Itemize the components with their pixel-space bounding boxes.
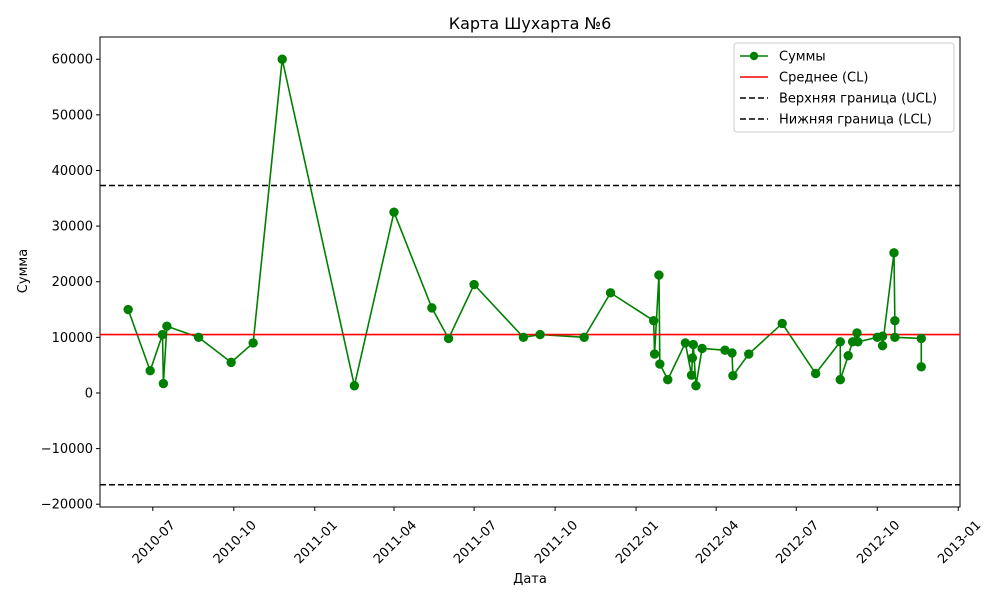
x-tick-label: 2012-10 — [854, 518, 903, 567]
data-point — [835, 337, 845, 347]
data-point — [162, 321, 172, 331]
x-tick-label: 2011-10 — [532, 518, 581, 567]
y-tick-label: 60000 — [52, 53, 93, 68]
data-point — [853, 337, 863, 347]
data-point — [649, 349, 660, 359]
data-point — [654, 270, 664, 280]
plot-frame — [99, 36, 961, 508]
legend-label: Нижняя граница (LCL) — [779, 113, 932, 128]
x-tick-label: 2011-07 — [451, 518, 500, 567]
data-point — [248, 338, 258, 348]
data-point — [852, 328, 862, 338]
data-point — [691, 381, 701, 391]
data-point — [427, 303, 437, 313]
y-tick-label: −10000 — [41, 442, 93, 457]
chart-title: Карта Шухарта №6 — [449, 14, 612, 33]
data-point — [744, 349, 754, 359]
series-group — [100, 54, 960, 486]
data-point — [835, 374, 845, 385]
data-point — [123, 304, 133, 315]
data-point — [226, 357, 236, 368]
legend: Суммы Среднее (CL) Верхняя граница (UCL) Ни… — [733, 42, 955, 133]
data-point — [469, 279, 479, 290]
y-axis-title: Сумма — [16, 249, 31, 293]
x-tick-label: 2010-07 — [130, 518, 179, 567]
legend-box — [733, 42, 955, 133]
data-point — [890, 332, 900, 343]
data-point — [158, 378, 169, 389]
y-tick-label: 20000 — [52, 275, 93, 290]
data-point — [877, 331, 888, 341]
data-point — [810, 368, 821, 379]
data-point — [727, 348, 737, 358]
x-axis-title: Дата — [513, 572, 547, 587]
data-point — [655, 359, 665, 369]
data-point — [349, 381, 360, 391]
y-tick-label: 0 — [85, 386, 93, 401]
data-point — [877, 340, 888, 351]
data-point — [890, 315, 900, 326]
y-tick-label: 10000 — [52, 331, 93, 346]
y-tick-label: 40000 — [52, 164, 93, 179]
legend-label: Среднее (CL) — [779, 71, 868, 86]
data-point — [728, 371, 738, 381]
data-point — [648, 315, 659, 326]
data-point — [663, 374, 673, 385]
data-point — [277, 54, 287, 64]
data-point — [697, 343, 707, 354]
x-tick-label: 2012-04 — [693, 518, 742, 567]
data-point — [443, 333, 454, 344]
x-tick-label: 2012-01 — [613, 518, 662, 567]
data-point — [916, 333, 926, 344]
legend-label: Верхняя граница (UCL) — [779, 92, 937, 107]
legend-label: Суммы — [779, 50, 826, 65]
data-point — [579, 332, 589, 343]
data-point — [680, 338, 691, 348]
data-point — [535, 329, 545, 340]
x-tick-label: 2011-04 — [371, 518, 420, 567]
y-tick-label: 50000 — [52, 108, 93, 123]
data-point — [686, 370, 697, 380]
data-point — [518, 332, 529, 343]
data-point — [193, 332, 204, 343]
data-point — [688, 339, 698, 350]
data-point — [843, 351, 853, 361]
data-point — [777, 318, 787, 329]
data-point — [605, 288, 616, 298]
x-tick-label: 2011-01 — [292, 518, 341, 567]
y-tick-label: 30000 — [52, 220, 93, 235]
data-point — [889, 248, 899, 258]
data-point — [916, 362, 926, 372]
data-point — [687, 353, 698, 363]
legend-swatch-marker — [749, 51, 759, 61]
x-tick-label: 2010-10 — [211, 518, 260, 567]
data-point — [157, 329, 168, 340]
x-tick-label: 2013-01 — [935, 518, 984, 567]
data-point — [145, 366, 155, 376]
x-tick-label: 2012-07 — [773, 518, 822, 567]
data-point — [389, 207, 399, 217]
y-tick-label: −20000 — [41, 498, 93, 513]
